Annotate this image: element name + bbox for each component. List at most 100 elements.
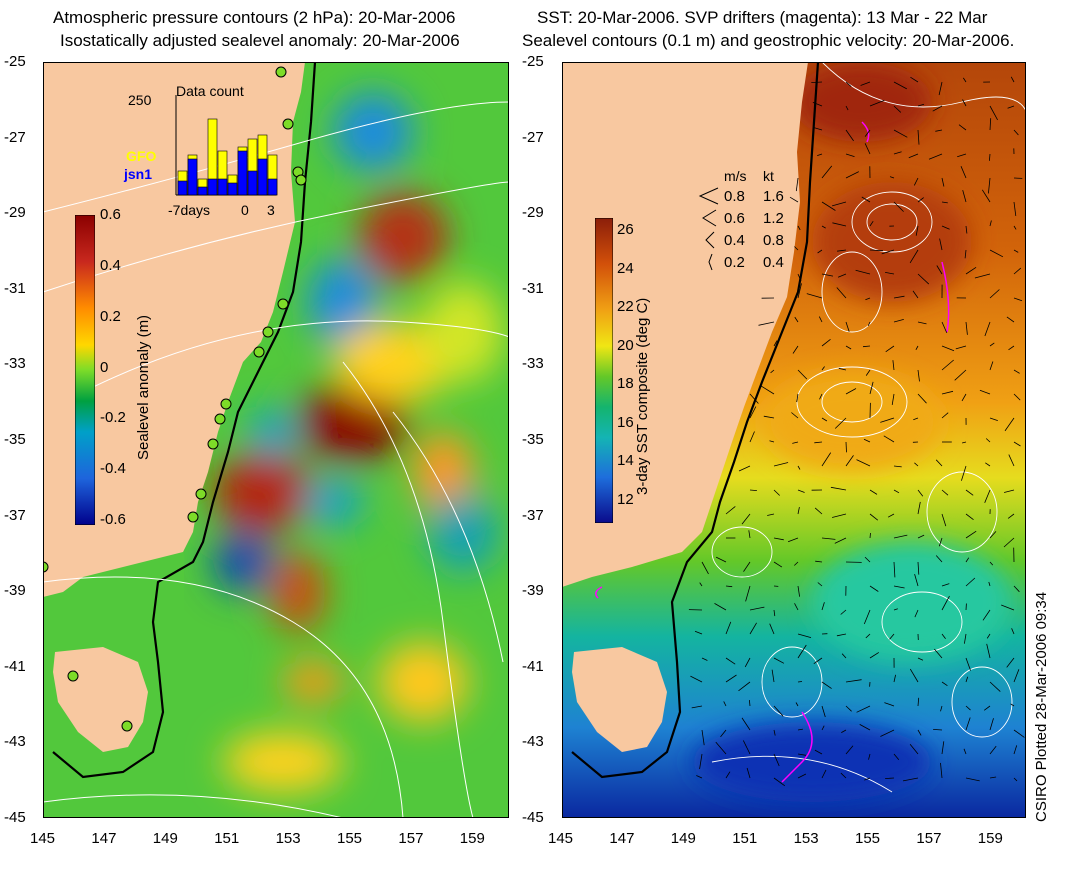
velocity-vector (845, 105, 849, 111)
latitude-tick-label: -29 (4, 204, 26, 222)
histogram-title: Data count (176, 83, 244, 99)
velocity-vector (797, 489, 805, 493)
velocity-vector (965, 557, 970, 563)
histogram-bar-jsn (237, 150, 248, 196)
velocity-vector (887, 513, 895, 518)
velocity-vector (773, 777, 786, 787)
velocity-vector (869, 220, 874, 227)
velocity-vector (694, 630, 703, 635)
latitude-tick-label: -35 (4, 431, 26, 448)
longitude-tick-label: 151 (732, 830, 758, 847)
latitude-tick-label: -41 (522, 657, 544, 675)
velocity-vector (963, 748, 967, 755)
speed-legend-kt-value: 0.8 (763, 232, 784, 249)
velocity-vector (914, 609, 919, 618)
velocity-vector (813, 657, 823, 665)
velocity-vector (965, 777, 980, 782)
latitude-tick-label: -31 (4, 279, 26, 297)
velocity-vector (841, 729, 847, 733)
velocity-vector (989, 342, 995, 347)
velocity-vector (909, 744, 919, 755)
velocity-vector (981, 189, 991, 203)
velocity-vector (1013, 441, 1021, 447)
velocity-vector (893, 129, 908, 138)
sst-colorbar-tick: 18 (617, 375, 634, 393)
velocity-vector (1007, 105, 1015, 109)
velocity-vector (982, 609, 991, 621)
velocity-vector (834, 537, 847, 544)
velocity-vector (845, 745, 854, 755)
velocity-vector (935, 459, 943, 467)
velocity-vector (773, 753, 780, 767)
velocity-vector (720, 729, 727, 738)
histogram-ymax: 250 (128, 92, 152, 108)
velocity-vector (795, 177, 799, 192)
speed-legend-ms-value: 0.4 (724, 232, 745, 249)
velocity-vector (863, 438, 871, 443)
latitude-tick-label: -35 (522, 431, 544, 448)
velocity-vector (1004, 417, 1015, 432)
velocity-vector (962, 77, 967, 83)
velocity-vector (902, 777, 919, 782)
velocity-vector (989, 561, 994, 566)
velocity-vector (792, 441, 799, 444)
velocity-vector (863, 609, 871, 625)
velocity-vector (856, 705, 871, 713)
velocity-vector (845, 81, 852, 87)
velocity-vector (1001, 604, 1015, 611)
sealevel-colorbar-tick: 0 (100, 358, 109, 376)
velocity-vector (797, 633, 812, 638)
velocity-vector (891, 393, 895, 405)
latitude-tick-label: -43 (4, 733, 26, 751)
velocity-vector (1013, 369, 1020, 374)
velocity-vector (699, 753, 703, 770)
velocity-vector (988, 581, 991, 587)
sst-colorbar-tick: 24 (617, 259, 634, 277)
velocity-vector (1013, 267, 1022, 275)
velocity-vector (912, 290, 919, 299)
velocity-vector (1013, 393, 1021, 401)
velocity-vector (746, 767, 751, 779)
velocity-vector (749, 700, 751, 707)
velocity-vector (837, 273, 847, 278)
speed-legend-arrow (702, 209, 717, 227)
velocity-vector (965, 489, 974, 496)
velocity-vector (795, 702, 799, 707)
velocity-vector (821, 366, 825, 371)
velocity-vector (845, 345, 852, 350)
velocity-vector (845, 153, 855, 157)
longitude-tick-label: 145 (548, 830, 574, 847)
velocity-vector (840, 609, 847, 615)
velocity-vector (965, 530, 977, 539)
velocity-vector (917, 321, 927, 325)
sst-colorbar-tick: 12 (617, 491, 634, 508)
velocity-vector (917, 501, 921, 515)
velocity-vector (989, 745, 997, 755)
velocity-vector (1013, 297, 1023, 302)
velocity-vector (741, 513, 751, 525)
latitude-tick-label: -29 (522, 204, 544, 222)
velocity-vector (865, 633, 871, 639)
velocity-vector (738, 465, 751, 472)
velocity-vector (1013, 745, 1018, 755)
velocity-vector (714, 603, 727, 611)
velocity-vector (1007, 513, 1015, 519)
velocity-vector (811, 81, 823, 83)
velocity-vector (988, 177, 991, 194)
velocity-vector (893, 465, 902, 468)
velocity-vector (862, 345, 871, 348)
velocity-vector (742, 740, 751, 755)
velocity-vector (773, 561, 783, 568)
velocity-vector (821, 725, 825, 731)
velocity-vector (1008, 345, 1015, 351)
velocity-vector (989, 361, 994, 371)
velocity-vector (821, 201, 836, 211)
velocity-vector (838, 367, 847, 371)
speed-legend-kt-value: 0.4 (763, 254, 784, 271)
velocity-vector (845, 171, 859, 179)
sealevel-colorbar-tick: 0.6 (100, 206, 121, 223)
velocity-vector (821, 273, 834, 277)
velocity-vector (889, 633, 895, 640)
histogram-xlabel-left: -7days (168, 202, 211, 218)
velocity-vector (821, 417, 828, 422)
